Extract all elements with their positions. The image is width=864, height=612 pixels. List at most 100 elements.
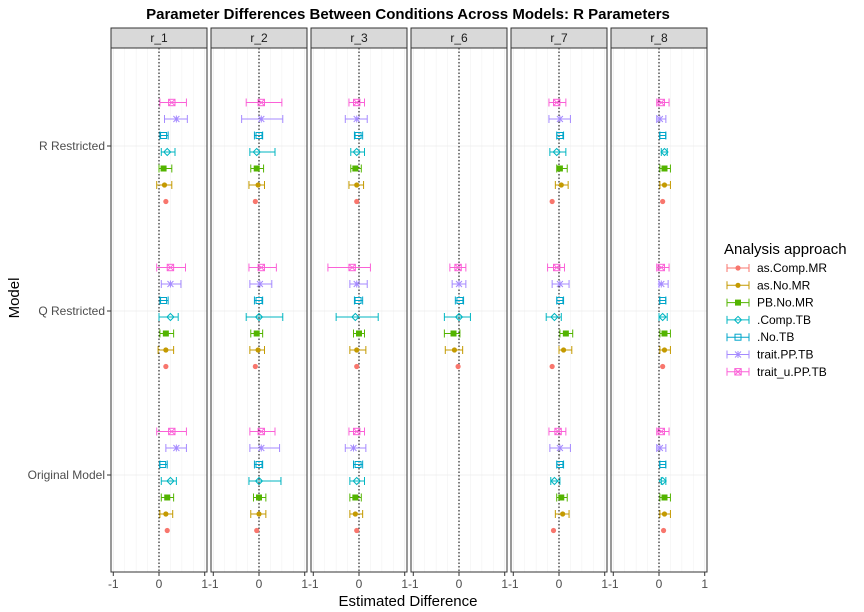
point-no-tb <box>659 132 667 139</box>
point-trait-pp-tb <box>556 280 564 288</box>
legend-key-symbol <box>734 351 742 358</box>
point-trait-u-pp-tb <box>257 427 265 436</box>
y-tick-label-original-model: Original Model <box>28 468 105 482</box>
point-pb-no-mr <box>253 330 260 337</box>
legend-label: as.Comp.MR <box>757 261 827 275</box>
point-as-comp-mr <box>354 363 360 370</box>
legend-item-no-tb: .No.TB <box>726 330 794 344</box>
point-as-no-mr <box>255 182 261 188</box>
point-no-tb <box>354 297 362 304</box>
point-trait-u-pp-tb <box>553 263 561 272</box>
strip-label-r-8: r_8 <box>650 31 668 45</box>
point-comp-tb <box>552 147 561 157</box>
point-pb-no-mr <box>356 330 362 337</box>
point-pb-no-mr <box>160 165 167 172</box>
point-pb-no-mr <box>352 165 359 172</box>
point-no-tb <box>659 297 667 304</box>
point-no-tb <box>255 297 263 304</box>
point-comp-tb <box>254 312 264 322</box>
point-as-comp-mr <box>163 363 169 370</box>
point-trait-u-pp-tb <box>553 98 561 107</box>
point-trait-pp-tb <box>172 444 180 452</box>
legend: Analysis approach as.Comp.MR as.No.MR PB.N… <box>724 241 847 379</box>
strip-label-r-2: r_2 <box>250 31 268 45</box>
legend-item-as-comp-mr: as.Comp.MR <box>726 261 827 275</box>
point-trait-pp-tb <box>656 115 664 123</box>
point-no-tb <box>354 461 362 468</box>
point-trait-u-pp-tb <box>166 263 175 272</box>
x-tick-label: -1 <box>408 577 419 591</box>
point-no-tb <box>160 132 168 139</box>
point-trait-u-pp-tb <box>168 98 176 107</box>
point-as-no-mr <box>255 347 261 353</box>
point-trait-pp-tb <box>657 280 665 288</box>
legend-item-as-no-mr: as.No.MR <box>726 278 811 292</box>
x-tick-label: 0 <box>156 577 163 591</box>
legend-label: PB.No.MR <box>757 296 814 310</box>
y-tick-label-r-restricted: R Restricted <box>39 139 105 153</box>
point-trait-pp-tb <box>166 280 174 288</box>
panel-r-2: r_2 -1 0 1 <box>208 27 308 591</box>
x-axis-title: Estimated Difference <box>339 593 478 610</box>
facet-panels: r_1 -1 0 1 r_2 -1 0 1 r_3 -1 0 1 r_6 -1 0 1 r_7 -1 0 1 r_8 -1… <box>108 27 708 591</box>
point-as-comp-mr <box>252 363 258 370</box>
point-no-tb <box>255 461 263 468</box>
point-as-no-mr <box>256 511 262 517</box>
x-tick-label: 1 <box>601 577 608 591</box>
point-comp-tb <box>352 147 361 157</box>
point-as-no-mr <box>558 182 564 188</box>
strip-label-r-6: r_6 <box>450 31 468 45</box>
point-as-no-mr <box>163 511 169 517</box>
point-trait-u-pp-tb <box>257 98 265 107</box>
point-trait-u-pp-tb <box>353 98 361 107</box>
point-pb-no-mr <box>450 330 457 337</box>
x-tick-label: 0 <box>556 577 563 591</box>
point-comp-tb <box>550 312 559 322</box>
x-tick-label: -1 <box>208 577 219 591</box>
point-comp-tb <box>550 476 559 486</box>
x-tick-label: -1 <box>108 577 119 591</box>
point-as-comp-mr <box>254 527 260 534</box>
legend-key-symbol <box>735 282 741 288</box>
point-trait-u-pp-tb <box>353 427 361 436</box>
point-comp-tb <box>163 147 172 157</box>
panel-r-8: r_8 -1 0 1 <box>608 27 708 591</box>
x-tick-label: 0 <box>656 577 663 591</box>
legend-label: trait_u.PP.TB <box>757 365 827 379</box>
point-comp-tb <box>658 476 667 486</box>
legend-key-symbol <box>733 315 743 325</box>
legend-key-symbol <box>734 368 742 376</box>
legend-item-comp-tb: .Comp.TB <box>726 313 811 327</box>
point-comp-tb <box>351 312 360 322</box>
point-pb-no-mr <box>556 165 563 172</box>
legend-key-symbol <box>735 265 741 271</box>
legend-item-trait-pp-tb: trait.PP.TB <box>726 348 813 362</box>
point-pb-no-mr <box>253 165 260 172</box>
point-trait-u-pp-tb <box>257 263 265 272</box>
x-tick-label: 0 <box>456 577 463 591</box>
point-trait-pp-tb <box>455 280 463 288</box>
point-as-comp-mr <box>354 527 360 534</box>
point-as-comp-mr <box>163 198 169 205</box>
point-trait-u-pp-tb <box>168 427 176 436</box>
point-as-no-mr <box>161 182 168 188</box>
point-no-tb <box>556 297 564 304</box>
point-comp-tb <box>454 312 464 322</box>
point-trait-pp-tb <box>350 444 358 452</box>
x-tick-label: 0 <box>356 577 363 591</box>
point-as-comp-mr <box>549 363 555 370</box>
panel-r-1: r_1 -1 0 1 <box>108 27 208 591</box>
x-tick-label: 1 <box>701 577 708 591</box>
point-as-no-mr <box>451 347 458 353</box>
x-tick-label: 0 <box>256 577 263 591</box>
point-as-no-mr <box>354 182 360 188</box>
point-comp-tb <box>252 147 261 157</box>
point-pb-no-mr <box>661 165 668 172</box>
point-trait-pp-tb <box>353 280 361 288</box>
x-tick-label: 1 <box>301 577 308 591</box>
point-trait-pp-tb <box>556 444 564 452</box>
x-tick-label: 1 <box>401 577 408 591</box>
point-as-no-mr <box>163 347 169 353</box>
point-no-tb <box>255 132 263 139</box>
